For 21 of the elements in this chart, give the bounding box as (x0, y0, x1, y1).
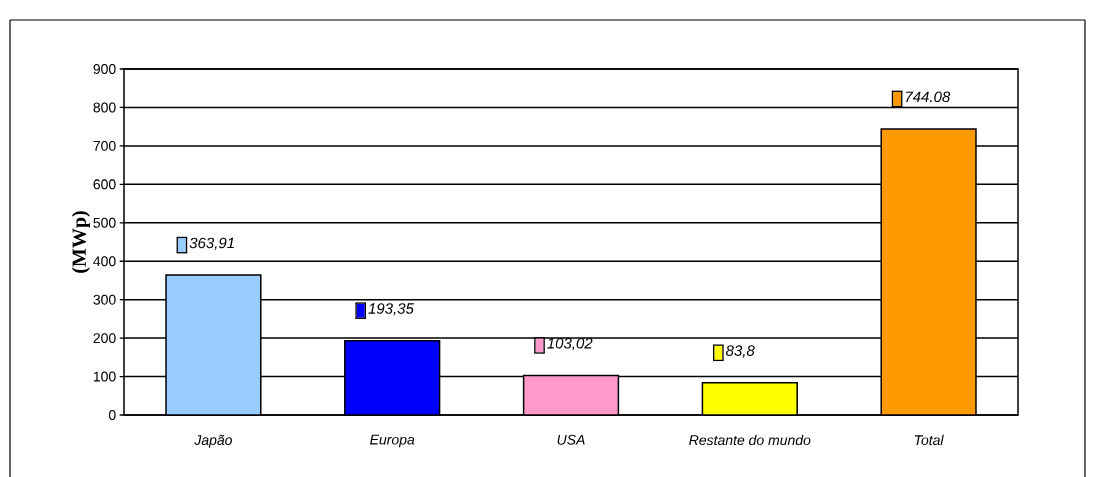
y-tick-label: 500 (93, 217, 116, 228)
x-tick-label: Restante do mundo (689, 434, 811, 446)
y-tick-label: 200 (93, 333, 116, 344)
y-tick-label: 0 (108, 410, 116, 420)
y-tick-label: 600 (93, 179, 116, 190)
y-tick-label: 700 (93, 140, 116, 151)
y-tick-label: 300 (93, 294, 116, 305)
x-tick-label: Total (914, 434, 944, 446)
data-label: 83,8 (726, 345, 755, 358)
x-tick-label: Japão (194, 434, 233, 448)
y-tick-label: 900 (93, 64, 116, 74)
y-tick-label: 100 (93, 371, 116, 382)
y-tick-label: 400 (93, 256, 116, 267)
data-label: 193,35 (368, 303, 414, 316)
x-tick-label: USA (557, 434, 585, 445)
data-label: 363,91 (189, 237, 234, 251)
x-tick-label: Europa (370, 434, 415, 448)
y-axis-title: (MWp) (71, 211, 90, 273)
data-label: 744.08 (905, 91, 951, 103)
data-label: 103,02 (547, 337, 593, 351)
y-tick-label: 800 (93, 102, 116, 113)
